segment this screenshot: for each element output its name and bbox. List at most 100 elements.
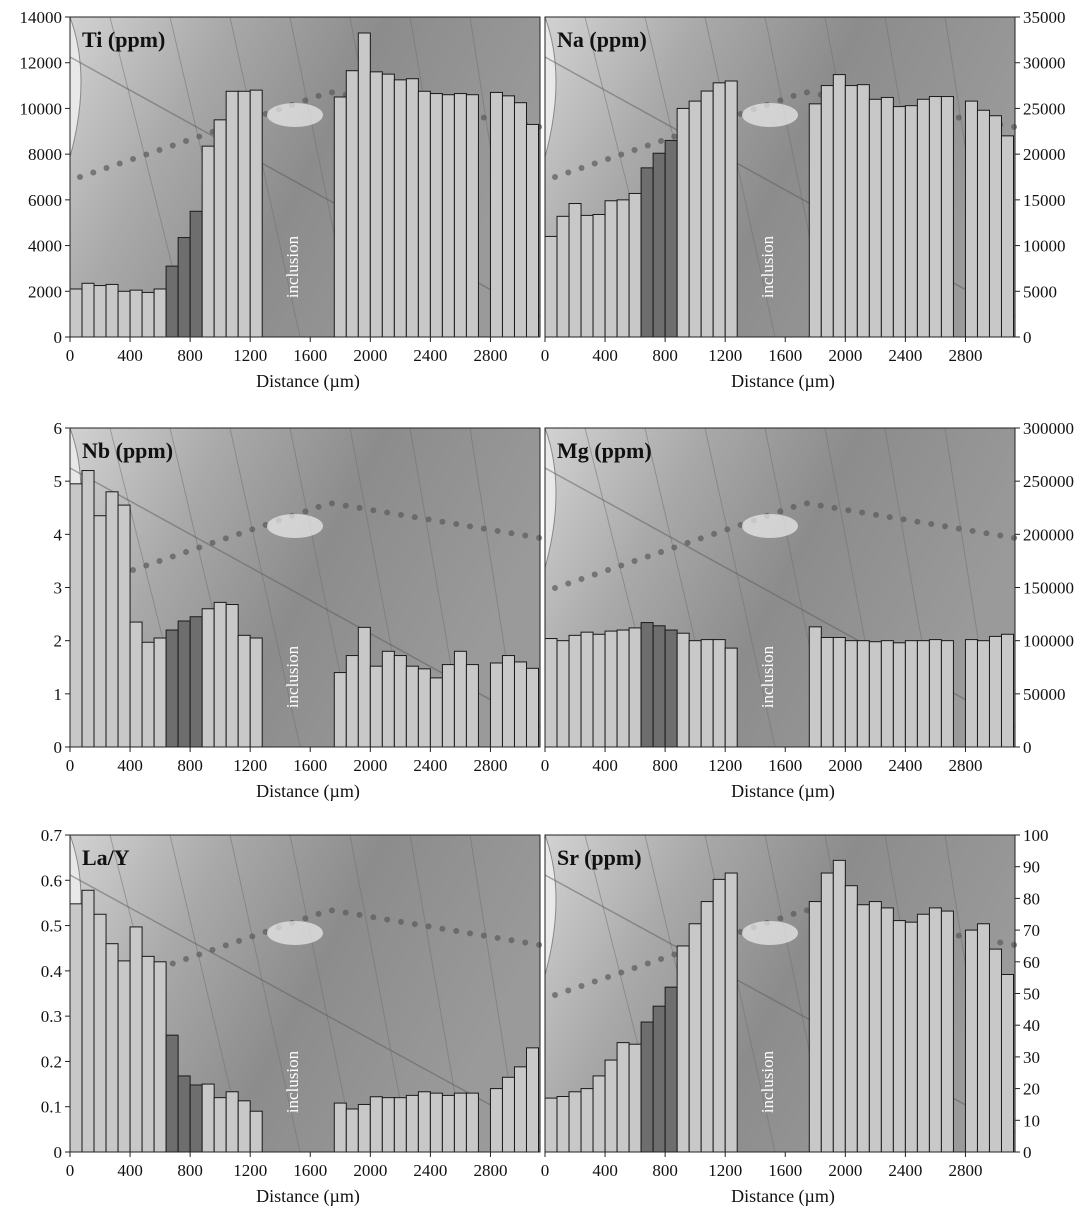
bar: [526, 124, 538, 337]
x-tick-label: 1600: [293, 346, 327, 365]
bar: [617, 1043, 629, 1152]
bar: [701, 902, 713, 1152]
bar: [346, 1109, 358, 1152]
x-tick-label: 400: [592, 756, 618, 775]
x-axis-title: Distance (µm): [731, 781, 835, 802]
annotation: inclusion: [283, 1050, 302, 1113]
x-tick-label: 800: [652, 1161, 678, 1180]
y-tick-label: 50: [1023, 985, 1040, 1004]
bar: [334, 97, 346, 337]
y-tick-label: 200000: [1023, 525, 1074, 544]
panel-title: Sr (ppm): [557, 845, 642, 870]
bar: [929, 908, 941, 1152]
bar: [893, 921, 905, 1152]
x-axis-title: Distance (µm): [256, 1186, 360, 1207]
bar: [238, 91, 250, 337]
bar: [545, 1098, 557, 1152]
y-tick-label: 6000: [28, 191, 62, 210]
photo-inclusion: [742, 103, 798, 127]
bar: [178, 621, 190, 747]
bar: [605, 1060, 617, 1152]
bar: [593, 1076, 605, 1152]
bar: [526, 668, 538, 747]
bar: [226, 605, 238, 747]
x-tick-label: 1200: [233, 1161, 267, 1180]
bar: [557, 1097, 569, 1152]
bar: [358, 627, 370, 747]
photo-inclusion: [267, 514, 323, 538]
bar: [965, 101, 977, 337]
y-tick-label: 0.7: [41, 826, 63, 845]
y-tick-label: 300000: [1023, 419, 1074, 438]
y-tick-label: 10: [1023, 1111, 1040, 1130]
bar: [941, 97, 953, 337]
bar: [190, 211, 202, 337]
bar: [905, 641, 917, 747]
bar: [466, 1093, 478, 1152]
bar: [514, 662, 526, 747]
bar: [677, 946, 689, 1152]
y-tick-label: 0.4: [41, 962, 63, 981]
x-axis-title: Distance (µm): [256, 371, 360, 392]
bar: [653, 1006, 665, 1152]
bar: [581, 1089, 593, 1152]
y-tick-label: 0.1: [41, 1098, 62, 1117]
bar: [905, 106, 917, 337]
bar: [394, 1098, 406, 1152]
y-tick-label: 14000: [20, 8, 63, 27]
bar: [334, 1103, 346, 1152]
bar: [502, 1077, 514, 1152]
bar: [641, 168, 653, 337]
bar: [202, 146, 214, 337]
bar: [466, 95, 478, 337]
bar: [701, 640, 713, 747]
bar: [106, 944, 118, 1152]
bar: [1001, 974, 1013, 1152]
bar: [94, 286, 106, 337]
y-tick-label: 100: [1023, 826, 1049, 845]
bar: [677, 108, 689, 337]
bar: [118, 505, 130, 747]
x-tick-label: 1600: [768, 346, 802, 365]
y-tick-label: 80: [1023, 889, 1040, 908]
bar: [430, 94, 442, 337]
bar: [202, 1084, 214, 1152]
bar: [617, 200, 629, 337]
x-tick-label: 1200: [233, 756, 267, 775]
bar: [833, 637, 845, 747]
bar: [70, 484, 82, 747]
bar: [502, 656, 514, 747]
bar: [917, 641, 929, 747]
bar: [154, 638, 166, 747]
bar: [490, 1089, 502, 1152]
bar: [689, 924, 701, 1152]
bar: [881, 97, 893, 337]
bar: [665, 140, 677, 337]
bar: [845, 86, 857, 337]
bar: [130, 927, 142, 1152]
bar: [394, 656, 406, 747]
bar: [394, 80, 406, 337]
bar: [833, 860, 845, 1152]
annotation: inclusion: [758, 645, 777, 708]
bar: [629, 628, 641, 747]
bar: [857, 85, 869, 337]
bar: [917, 914, 929, 1152]
bar: [106, 284, 118, 337]
x-tick-label: 2800: [948, 1161, 982, 1180]
bar: [641, 1022, 653, 1152]
bar: [178, 238, 190, 337]
y-tick-label: 40: [1023, 1016, 1040, 1035]
bar: [142, 956, 154, 1152]
bar: [725, 81, 737, 337]
x-tick-label: 2000: [828, 346, 862, 365]
x-axis-title: Distance (µm): [731, 371, 835, 392]
x-tick-label: 400: [592, 346, 618, 365]
bar: [454, 94, 466, 337]
bar: [569, 204, 581, 337]
bar: [358, 33, 370, 337]
x-tick-label: 800: [652, 346, 678, 365]
x-tick-label: 2000: [828, 1161, 862, 1180]
bar: [226, 1092, 238, 1152]
bar: [893, 107, 905, 337]
